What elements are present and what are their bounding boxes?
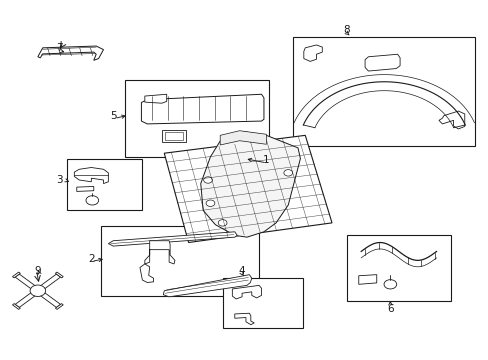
Polygon shape <box>234 313 254 325</box>
Polygon shape <box>162 130 186 143</box>
Text: 2: 2 <box>88 253 95 264</box>
Text: 6: 6 <box>386 303 393 314</box>
Text: 9: 9 <box>35 266 41 276</box>
Bar <box>346 235 450 301</box>
Text: 7: 7 <box>56 43 63 53</box>
Polygon shape <box>165 132 183 140</box>
Bar <box>125 80 268 157</box>
Polygon shape <box>55 272 63 278</box>
Polygon shape <box>15 289 40 307</box>
Polygon shape <box>144 241 175 264</box>
Text: 8: 8 <box>343 25 349 35</box>
Polygon shape <box>303 45 322 62</box>
Circle shape <box>205 200 214 206</box>
Polygon shape <box>140 264 153 283</box>
Text: 5: 5 <box>110 111 116 121</box>
Text: 4: 4 <box>238 266 245 276</box>
Polygon shape <box>232 285 261 299</box>
Polygon shape <box>36 289 61 307</box>
Polygon shape <box>74 167 108 184</box>
Text: 3: 3 <box>56 175 63 185</box>
Polygon shape <box>38 46 103 60</box>
Bar <box>292 37 474 146</box>
Circle shape <box>383 280 396 289</box>
Circle shape <box>86 196 99 205</box>
Polygon shape <box>13 303 20 309</box>
Circle shape <box>30 285 45 296</box>
Polygon shape <box>144 94 166 103</box>
Circle shape <box>218 220 226 226</box>
Polygon shape <box>163 275 251 297</box>
Polygon shape <box>201 132 300 237</box>
Polygon shape <box>13 272 20 278</box>
Polygon shape <box>15 274 40 292</box>
Polygon shape <box>36 274 61 292</box>
Bar <box>222 278 302 328</box>
Circle shape <box>203 177 212 183</box>
Polygon shape <box>365 54 399 71</box>
Text: 1: 1 <box>263 156 269 165</box>
Polygon shape <box>55 303 63 309</box>
Polygon shape <box>220 131 266 145</box>
Bar <box>101 226 259 296</box>
Polygon shape <box>141 94 264 124</box>
Circle shape <box>284 170 292 176</box>
Polygon shape <box>358 275 376 284</box>
Polygon shape <box>108 232 237 246</box>
Polygon shape <box>77 186 94 192</box>
Polygon shape <box>438 111 464 129</box>
Bar <box>67 158 142 210</box>
Polygon shape <box>164 135 331 243</box>
